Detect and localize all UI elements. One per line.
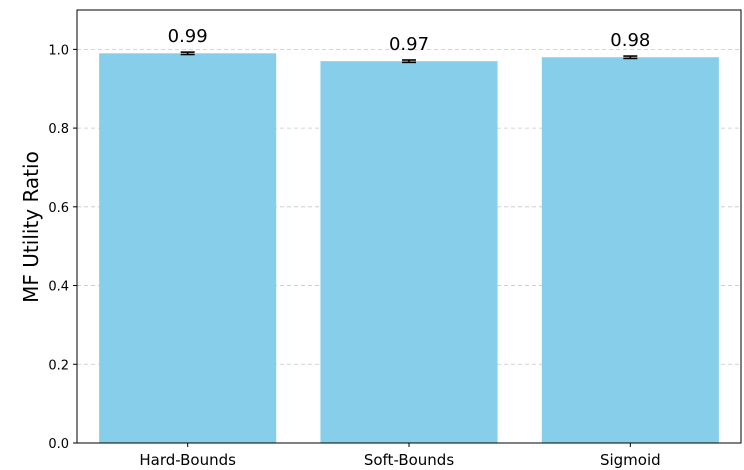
- bar: [541, 57, 719, 444]
- axes: [73, 9, 742, 447]
- y-tick-label: 0.8: [48, 122, 69, 137]
- y-tick-label: 0.0: [48, 437, 69, 452]
- x-tick-label: Hard-Bounds: [139, 451, 236, 469]
- y-tick-label: 1.0: [48, 43, 69, 58]
- y-tick-label: 0.4: [48, 280, 69, 295]
- error-bars: [180, 51, 638, 64]
- labels: 0.99 Hard-Bounds 0.97 Soft-Bounds 0.98 Sigmoi…: [48, 26, 660, 469]
- y-tick-label: 0.2: [48, 358, 69, 373]
- y-axis-label: MF Utility Ratio: [19, 151, 43, 303]
- data-label: 0.99: [168, 26, 208, 47]
- bar: [320, 61, 498, 443]
- bar: [99, 53, 277, 444]
- plot-frame: [76, 9, 742, 444]
- x-tick-label: Sigmoid: [600, 451, 661, 469]
- data-label: 0.98: [610, 30, 650, 51]
- data-label: 0.97: [389, 34, 429, 55]
- x-tick-label: Soft-Bounds: [364, 451, 454, 469]
- bars: [99, 53, 719, 444]
- y-tick-label: 0.6: [48, 201, 69, 216]
